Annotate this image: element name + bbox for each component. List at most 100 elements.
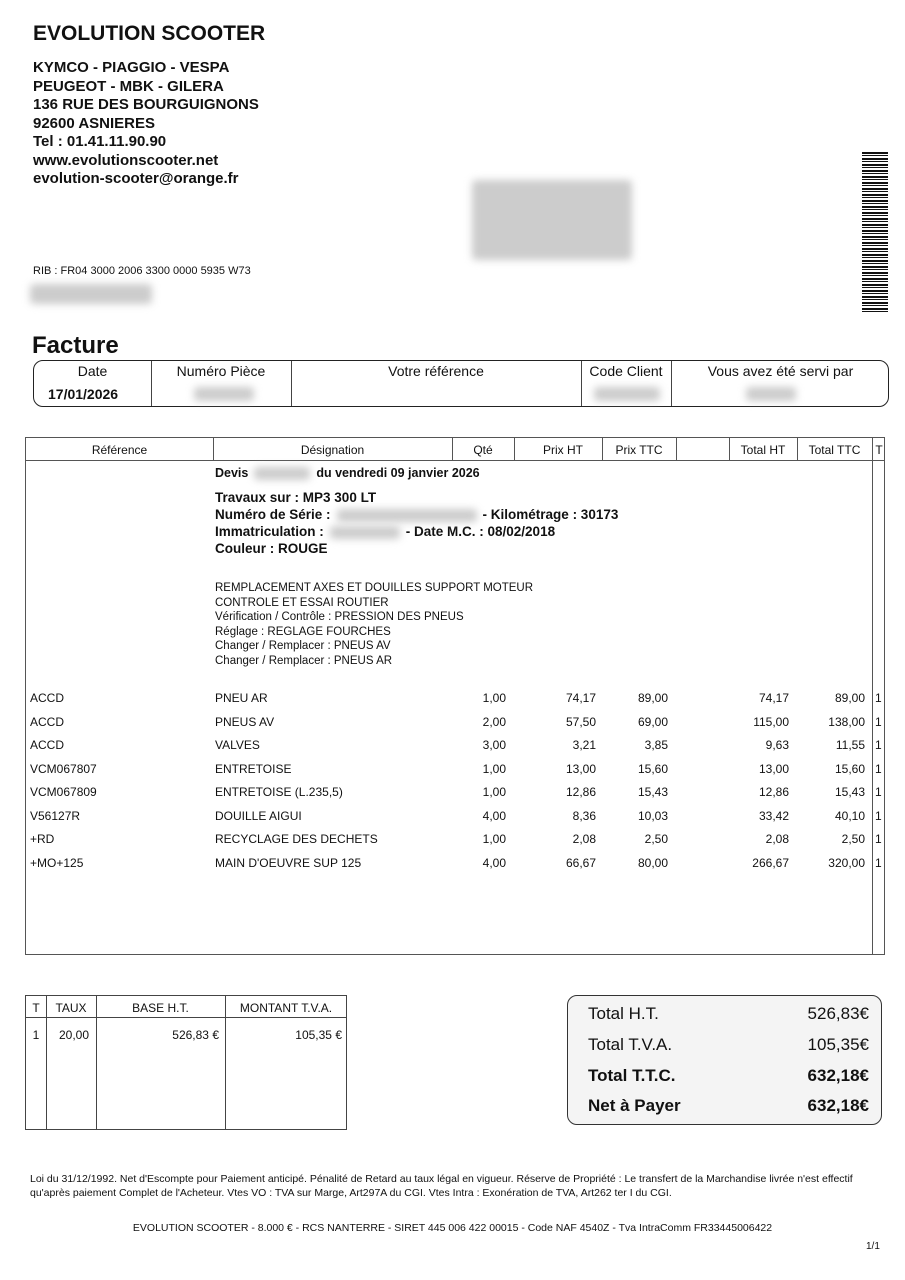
table-row: +MO+125 MAIN D'OEUVRE SUP 125 4,00 66,67 80,… <box>26 856 884 874</box>
cell-tax-code: 1 <box>875 808 882 823</box>
cell-reference: ACCD <box>30 738 65 752</box>
company-email: evolution-scooter@orange.fr <box>33 170 239 187</box>
cell-tax-code: 1 <box>875 832 882 846</box>
cell-total-ttc: 11,55 <box>835 738 865 752</box>
cell-tax-code: 1 <box>875 761 882 776</box>
cell-prix-ttc: 80,00 <box>637 855 668 870</box>
cell-quantity: 4,00 <box>482 855 506 870</box>
cell-reference: +RD <box>30 832 55 846</box>
company-brands-1: KYMCO - PIAGGIO - VESPA <box>33 59 230 76</box>
invoice-date: 17/01/2026 <box>48 386 119 402</box>
cell-total-ht: 13,00 <box>758 761 789 776</box>
cell-prix-ht: 2,08 <box>572 832 596 846</box>
travaux: Travaux sur : MP3 300 LT <box>215 490 377 505</box>
table-row: V56127R DOUILLE AIGUI 4,00 8,36 10,03 33,42 40… <box>26 809 884 827</box>
cell-quantity: 1,00 <box>482 785 506 799</box>
cell-total-ht: 12,86 <box>758 785 789 799</box>
immat-line: Immatriculation : - Date M.C. : 08/02/201… <box>215 523 618 540</box>
cell-quantity: 1,00 <box>482 832 506 846</box>
company-brands-2: PEUGEOT - MBK - GILERA <box>33 77 224 95</box>
cell-prix-ttc: 2,50 <box>644 832 668 846</box>
company-name: EVOLUTION SCOOTER <box>33 22 266 45</box>
cell-quantity: 1,00 <box>482 761 506 776</box>
cell-prix-ttc: 15,60 <box>637 761 668 776</box>
cell-reference: +MO+125 <box>30 855 84 870</box>
redacted-immat <box>329 525 400 539</box>
serie-line: Numéro de Série : - Kilométrage : 30173 <box>215 506 618 523</box>
tax-table: T TAUX BASE H.T. MONTANT T.V.A. 1 20,00 … <box>25 995 347 1130</box>
cell-total-ttc: 15,60 <box>834 761 865 776</box>
cell-total-ttc: 15,43 <box>834 785 865 799</box>
legal-notice: Loi du 31/12/1992. Net d'Escompte pour P… <box>30 1173 853 1199</box>
total-tva-value: 105,35€ <box>807 1035 869 1054</box>
col-designation: Désignation <box>300 443 365 457</box>
page-number: 1/1 <box>866 1241 880 1252</box>
tax-base: 526,83 € <box>172 1028 219 1042</box>
company-website: www.evolutionscooter.net <box>33 151 219 169</box>
tax-col-montant: MONTANT T.V.A. <box>239 1001 333 1015</box>
cell-designation: ENTRETOISE (L.235,5) <box>215 785 343 799</box>
cell-tax-code: 1 <box>875 714 882 729</box>
header-votre-reference: Votre référence <box>388 363 484 379</box>
cell-tax-code: 1 <box>875 855 882 870</box>
net-a-payer-label: Net à Payer <box>588 1096 681 1115</box>
cell-prix-ttc: 3,85 <box>644 738 668 752</box>
cell-designation: ENTRETOISE <box>215 761 292 776</box>
cell-total-ht: 74,17 <box>758 691 789 705</box>
tax-montant: 105,35 € <box>295 1028 342 1042</box>
table-header: Référence Désignation Qté Prix HT Prix T… <box>26 438 884 461</box>
tax-col-t: T <box>32 1001 40 1015</box>
cell-prix-ttc: 89,00 <box>637 691 668 705</box>
cell-total-ttc: 2,50 <box>841 832 865 846</box>
company-legal-footer: EVOLUTION SCOOTER - 8.000 € - RCS NANTER… <box>132 1222 773 1234</box>
cell-total-ttc: 40,10 <box>834 808 865 823</box>
redacted-servi-par <box>746 387 796 401</box>
cell-total-ht: 9,63 <box>765 738 789 752</box>
col-total-ttc: Total TTC <box>808 443 861 457</box>
vehicle-info: Travaux sur : MP3 300 LT Numéro de Série… <box>215 489 618 557</box>
cell-reference: VCM067809 <box>30 785 97 799</box>
cell-prix-ht: 13,00 <box>565 761 596 776</box>
cell-total-ttc: 320,00 <box>828 855 865 870</box>
total-ttc-value: 632,18€ <box>807 1066 869 1085</box>
cell-designation: DOUILLE AIGUI <box>215 808 302 823</box>
cell-total-ttc: 89,00 <box>834 691 865 705</box>
cell-prix-ht: 57,50 <box>565 714 596 729</box>
company-phone: Tel : 01.41.11.90.90 <box>33 133 167 150</box>
table-row: +RD RECYCLAGE DES DECHETS 1,00 2,08 2,50 2,08… <box>26 832 884 850</box>
header-date: Date <box>77 363 108 379</box>
cell-total-ht: 266,67 <box>752 855 789 870</box>
tax-t: 1 <box>32 1028 40 1042</box>
net-a-payer-value: 632,18€ <box>807 1096 869 1115</box>
invoice-title: Facture <box>32 332 119 359</box>
invoice-header-box: Date Numéro Pièce Votre référence Code C… <box>33 360 889 407</box>
total-tva-label: Total T.V.A. <box>588 1035 673 1054</box>
company-address: 136 RUE DES BOURGUIGNONS <box>33 96 259 113</box>
total-ttc-label: Total T.T.C. <box>588 1066 676 1085</box>
table-row: VCM067807 ENTRETOISE 1,00 13,00 15,60 13,00 15… <box>26 762 884 780</box>
cell-prix-ttc: 69,00 <box>637 714 668 729</box>
cell-tax-code: 1 <box>875 785 882 799</box>
cell-quantity: 4,00 <box>482 808 506 823</box>
redacted-client-ref <box>30 284 152 304</box>
note: REMPLACEMENT AXES ET DOUILLES SUPPORT MO… <box>215 582 534 594</box>
cell-prix-ht: 12,86 <box>565 785 596 799</box>
tax-col-taux: TAUX <box>55 1001 87 1015</box>
cell-quantity: 1,00 <box>482 691 506 705</box>
cell-quantity: 3,00 <box>482 738 506 752</box>
header-code-client: Code Client <box>589 363 663 379</box>
cell-designation: PNEU AR <box>215 691 268 705</box>
col-prix-ht: Prix HT <box>543 443 583 457</box>
cell-tax-code: 1 <box>875 738 882 752</box>
note: Réglage : REGLAGE FOURCHES <box>215 625 391 638</box>
note: CONTROLE ET ESSAI ROUTIER <box>215 596 389 609</box>
cell-designation: MAIN D'OEUVRE SUP 125 <box>215 855 362 870</box>
redacted-serie <box>336 508 477 522</box>
cell-designation: PNEUS AV <box>215 714 275 729</box>
totals-box: Total H.T. 526,83€ Total T.V.A. 105,35€ … <box>567 995 882 1125</box>
cell-prix-ttc: 15,43 <box>637 785 668 799</box>
tax-col-base: BASE H.T. <box>132 1001 189 1015</box>
total-ht-label: Total H.T. <box>588 1004 659 1023</box>
table-row: ACCD PNEU AR 1,00 74,17 89,00 74,17 89,00 1 <box>26 691 884 709</box>
cell-tax-code: 1 <box>875 691 882 705</box>
